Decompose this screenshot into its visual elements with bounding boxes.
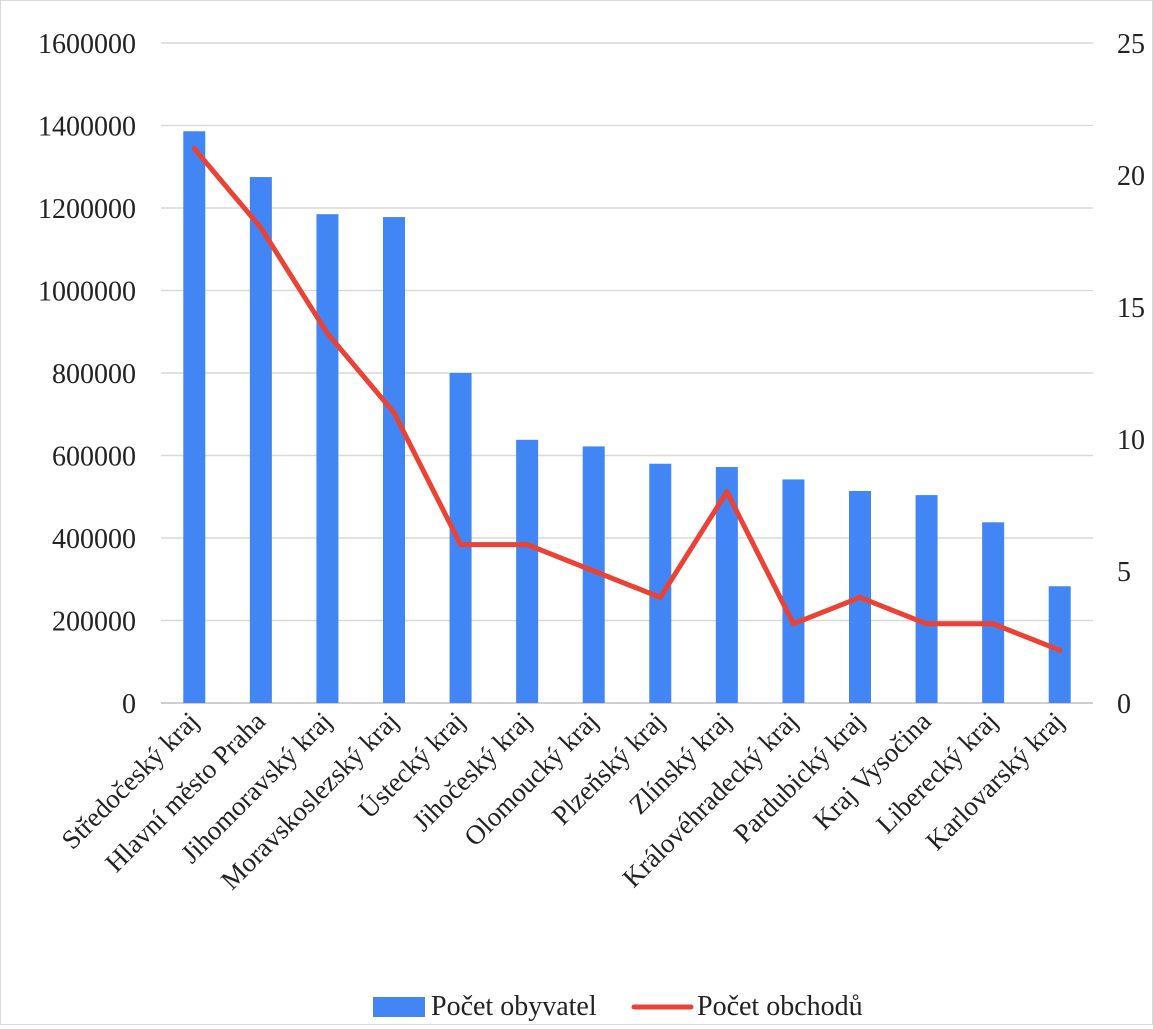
left-axis-tick-label: 600000 (52, 442, 136, 473)
bar (915, 495, 938, 703)
right-axis-tick-label: 10 (1117, 425, 1145, 456)
line-point (990, 621, 996, 627)
bar (316, 214, 339, 703)
left-axis-tick-label: 1600000 (38, 29, 136, 60)
right-axis-tick-label: 5 (1117, 557, 1131, 588)
line-point (524, 542, 530, 548)
bar (249, 177, 272, 703)
left-axis-tick-label: 1400000 (38, 112, 136, 143)
right-axis-tick-label: 0 (1117, 689, 1131, 720)
bar (449, 373, 472, 703)
bar (383, 217, 405, 703)
left-axis-tick-label: 1000000 (38, 277, 136, 308)
bar (982, 522, 1005, 703)
bar (582, 446, 605, 703)
gridlines (161, 42, 1093, 704)
left-axis-tick-label: 400000 (52, 524, 136, 555)
bar (516, 439, 539, 703)
line-point (657, 594, 663, 600)
legend: Počet obyvatel Počet obchodů (373, 991, 863, 1022)
right-axis-tick-label: 20 (1117, 161, 1145, 192)
line-point (191, 146, 197, 152)
line-point (591, 568, 597, 574)
left-axis-tick-label: 1200000 (38, 194, 136, 225)
line-point (857, 594, 863, 600)
line-point (258, 225, 264, 231)
line-path (191, 146, 1063, 653)
legend-swatch-population (373, 997, 425, 1017)
right-axis-tick-label: 25 (1117, 29, 1145, 60)
line-point (391, 410, 397, 416)
line-point (724, 489, 730, 495)
bar (782, 479, 805, 703)
legend-label-shops: Počet obchodů (697, 991, 863, 1022)
line-point (924, 621, 930, 627)
left-axis-tick-label: 800000 (52, 359, 136, 390)
line-point (458, 542, 464, 548)
left-axis-ticks: 0 200000 400000 600000 800000 1000000 1200000 1… (38, 29, 136, 720)
line-point (324, 330, 330, 336)
left-axis-tick-label: 200000 (52, 607, 136, 638)
left-axis-tick-label: 0 (122, 689, 136, 720)
line-point (790, 621, 796, 627)
line-series-shops (191, 146, 1063, 653)
bar-series-population (183, 131, 1071, 703)
legend-label-population: Počet obyvatel (431, 991, 597, 1022)
bar (183, 131, 206, 703)
bar (1048, 586, 1071, 703)
bar (649, 463, 672, 703)
right-axis-ticks: 0 5 10 15 20 25 (1117, 29, 1145, 720)
right-axis-tick-label: 15 (1117, 293, 1145, 324)
line-point (1057, 647, 1063, 653)
bar (715, 467, 738, 703)
